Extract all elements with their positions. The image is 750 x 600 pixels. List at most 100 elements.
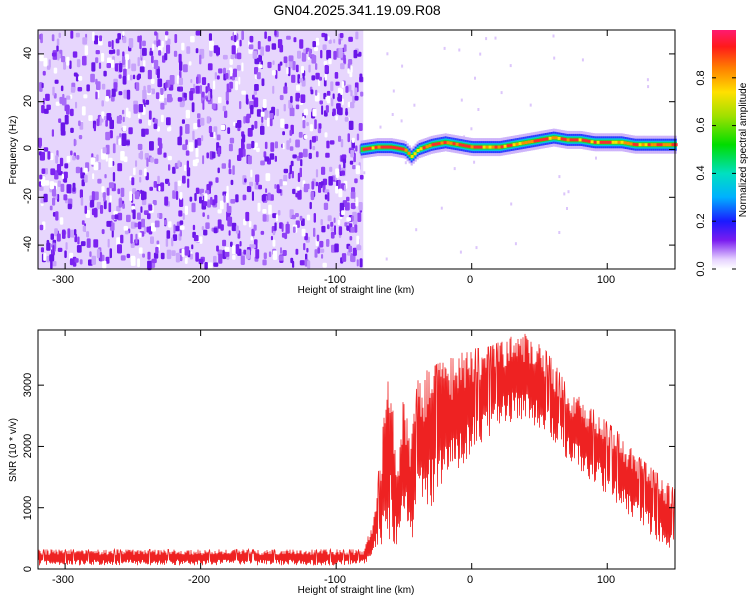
snr-y-tick-label: 3000 xyxy=(22,373,34,397)
trace-peak xyxy=(602,140,606,144)
noise-cell xyxy=(151,258,157,264)
noise-cell xyxy=(181,248,185,257)
noise-cell xyxy=(276,108,279,117)
noise-cell xyxy=(340,88,343,95)
noise-cell xyxy=(122,36,127,44)
noise-cell xyxy=(225,73,229,79)
noise-cell xyxy=(43,147,49,152)
noise-cell xyxy=(175,252,180,263)
noise-cell xyxy=(317,247,320,254)
noise-cell xyxy=(282,131,285,136)
noise-cell xyxy=(232,165,235,175)
noise-cell xyxy=(120,234,124,244)
noise-cell xyxy=(59,157,64,167)
noise-cell xyxy=(265,188,268,193)
noise-cell xyxy=(106,187,110,196)
noise-cell xyxy=(50,168,56,176)
noise-cell xyxy=(204,193,208,202)
noise-cell xyxy=(76,155,80,160)
noise-cell xyxy=(84,45,89,56)
noise-cell xyxy=(195,147,199,158)
noise-cell xyxy=(143,60,146,68)
noise-cell xyxy=(256,147,260,153)
trace-peak xyxy=(524,141,528,145)
noise-cell xyxy=(199,196,202,204)
noise-cell xyxy=(349,160,354,165)
noise-cell xyxy=(299,260,305,266)
trace-peak xyxy=(566,138,570,142)
noise-cell xyxy=(177,97,183,102)
noise-cell xyxy=(72,182,76,192)
noise-cell xyxy=(314,119,317,130)
noise-cell xyxy=(246,143,252,150)
noise-cell xyxy=(111,88,116,97)
noise-cell xyxy=(254,120,258,129)
noise-cell xyxy=(166,44,171,54)
noise-cell xyxy=(329,140,335,145)
noise-cell xyxy=(150,157,154,163)
noise-cell xyxy=(93,239,99,248)
noise-cell xyxy=(116,49,120,56)
noise-cell xyxy=(140,150,143,160)
noise-cell xyxy=(216,75,220,80)
speckle xyxy=(413,103,416,107)
speckle xyxy=(415,228,418,232)
noise-cell xyxy=(212,80,216,90)
noise-cell xyxy=(321,32,326,38)
noise-cell xyxy=(341,253,347,262)
trace-peak xyxy=(398,147,402,151)
noise-cell xyxy=(261,194,266,202)
noise-cell xyxy=(356,235,360,245)
noise-cell xyxy=(243,249,247,255)
noise-cell xyxy=(161,40,164,48)
noise-cell xyxy=(254,84,259,91)
noise-cell xyxy=(286,140,290,150)
noise-cell xyxy=(139,35,142,42)
trace-peak xyxy=(449,141,453,145)
noise-cell xyxy=(326,95,331,104)
noise-cell xyxy=(204,262,208,270)
noise-cell xyxy=(256,109,262,117)
noise-cell xyxy=(322,262,327,268)
noise-cell xyxy=(328,39,332,44)
noise-cell xyxy=(265,45,270,52)
trace-peak xyxy=(386,145,390,149)
noise-cell xyxy=(177,180,182,187)
noise-cell xyxy=(298,152,303,159)
noise-cell xyxy=(111,40,114,50)
noise-cell xyxy=(174,181,178,192)
noise-cell xyxy=(174,225,180,232)
noise-cell xyxy=(50,233,54,240)
noise-cell xyxy=(257,202,261,212)
noise-cell xyxy=(128,38,134,48)
noise-cell xyxy=(114,63,120,72)
noise-cell xyxy=(101,229,105,235)
speckle xyxy=(500,91,503,95)
speckle xyxy=(386,52,389,56)
noise-cell xyxy=(243,116,246,124)
noise-cell xyxy=(264,31,267,39)
noise-cell xyxy=(201,135,204,142)
noise-cell xyxy=(105,256,110,264)
noise-cell xyxy=(195,252,199,262)
trace-peak xyxy=(536,139,540,142)
noise-cell xyxy=(150,78,155,84)
noise-cell xyxy=(182,175,186,184)
noise-cell xyxy=(52,245,55,255)
speckle xyxy=(581,58,584,62)
trace-peak xyxy=(581,138,585,142)
noise-cell xyxy=(125,59,128,70)
noise-cell xyxy=(168,126,172,132)
trace-peak xyxy=(656,143,660,147)
noise-cell xyxy=(358,202,363,211)
snr-x-tick-label: 0 xyxy=(467,574,473,586)
noise-cell xyxy=(179,126,183,136)
noise-cell xyxy=(323,202,329,210)
noise-cell xyxy=(51,52,57,57)
noise-cell xyxy=(206,116,211,124)
trace-peak xyxy=(587,139,591,143)
noise-cell xyxy=(197,113,201,119)
noise-cell xyxy=(283,168,289,174)
noise-cell xyxy=(341,98,344,106)
noise-cell xyxy=(39,186,44,191)
